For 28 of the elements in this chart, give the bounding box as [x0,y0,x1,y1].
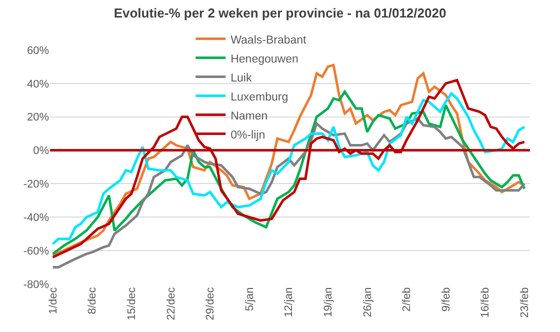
x-tick-label: 12/jan [283,287,296,318]
y-tick-label: -60% [23,245,50,258]
y-tick-label: 40% [26,78,50,90]
x-tick-label: 16/feb [480,287,492,318]
y-tick-label: -40% [23,212,50,224]
x-tick-label: 1/dec [47,286,60,314]
x-tick-label: 22/dec [165,286,178,320]
x-tick-label: 29/dec [204,286,217,320]
legend-label: Luik [230,72,252,84]
chart-title: Evolutie-% per 2 weken per provincie - na 01/012/2020 [114,5,446,20]
x-tick-label: 2/feb [401,287,414,312]
y-tick-label: -80% [23,278,50,291]
y-tick-label: -20% [23,178,50,191]
legend-label: Waals-Brabant [230,34,308,46]
legend-label: Henegouwen [230,53,298,66]
x-tick-label: 19/jan [322,287,334,318]
legend-label: 0%-lijn [230,129,266,142]
y-tick-label: 0% [33,145,50,158]
legend-label: Luxemburg [230,91,288,104]
x-tick-label: 15/dec [126,286,138,320]
y-tick-label: 60% [26,44,50,57]
x-tick-label: 23/feb [518,287,531,318]
legend-label: Namen [230,110,268,122]
x-tick-label: 26/jan [362,287,374,318]
x-tick-label: 8/dec [86,286,99,314]
y-tick-label: 20% [26,112,50,124]
x-tick-label: 9/feb [440,287,452,312]
x-tick-label: 5/jan [244,287,256,312]
